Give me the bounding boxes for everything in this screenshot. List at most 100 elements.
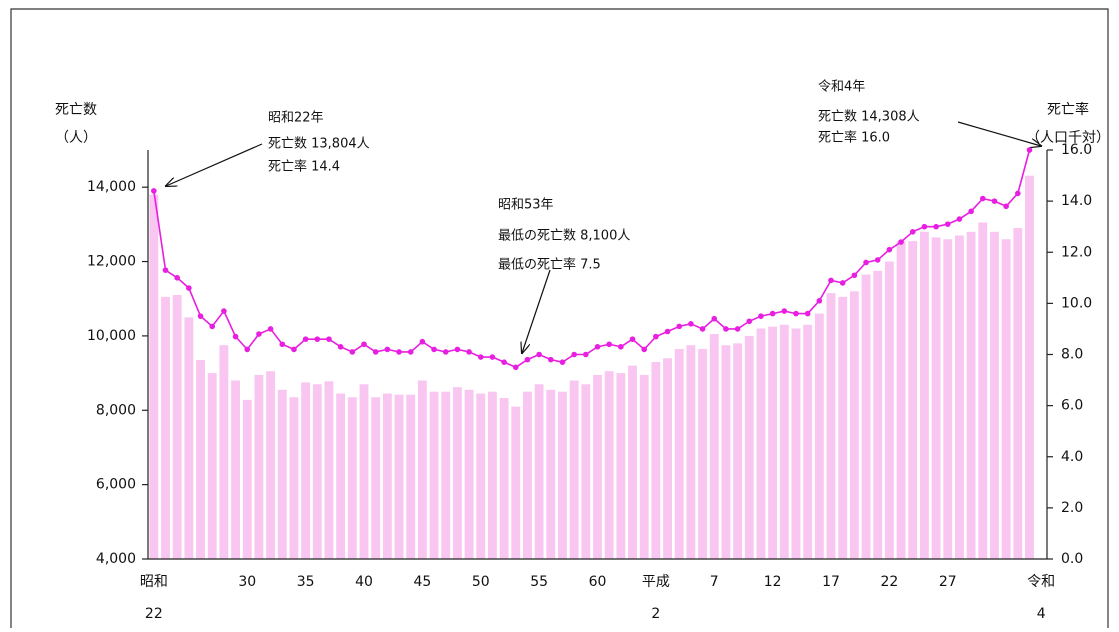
rate-point [734,326,741,332]
y2-tick-label: 14.0 [1061,193,1092,209]
rate-point [361,341,367,348]
y2-tick-label: 6.0 [1061,398,1083,414]
rate-point [711,315,718,322]
bar [523,391,532,559]
rate-point [396,349,402,355]
bar [639,374,649,559]
bar [184,317,194,559]
rate-point [256,331,262,337]
bar [628,365,637,559]
y2-label: （人口千対） [1026,130,1110,146]
rate-point [664,328,671,335]
x-tick-label: 40 [355,574,373,590]
bar [347,397,357,559]
bar [196,360,205,559]
rate-point [279,341,286,348]
annotation: 最低の死亡率 7.5 [498,257,601,273]
rate-point [431,346,437,353]
y-tick-label: 14,000 [87,179,136,195]
y-label: （人） [55,130,97,146]
bar [394,394,404,559]
rate-point [501,359,507,365]
bar [499,398,509,559]
rate-point [863,259,869,266]
bar [908,241,918,559]
rate-point [699,326,706,332]
rate-point [209,323,216,330]
rate-point [314,336,321,342]
y2-tick-label: 10.0 [1061,295,1092,311]
rate-point [291,346,297,353]
bar [254,374,264,559]
rate-point [629,336,636,342]
rate-point [466,349,472,355]
bar [231,380,241,559]
x-tick-label: 27 [939,574,957,590]
bar [931,237,941,560]
bar [382,393,392,559]
arrow [522,269,551,353]
bar [569,380,579,559]
rate-point [489,354,496,360]
rate-point [653,333,659,340]
rate-point [898,239,904,245]
rate-point [758,313,764,319]
y-tick-label: 8,000 [96,402,136,418]
x-tick-label: 平成 2 [642,574,670,622]
bar [558,391,567,559]
rate-point [933,223,939,230]
x-tick-label: 35 [297,574,315,590]
y2-tick-label: 0.0 [1061,551,1083,567]
bar [1001,239,1011,559]
arrow [166,143,263,186]
bar [873,270,883,559]
rate-point [991,198,998,204]
bar [301,382,311,559]
rate-point [477,354,484,360]
rate-point [221,308,227,314]
rate-point [583,351,589,358]
bar [324,381,334,559]
rate-point [874,257,881,263]
bar [289,397,299,559]
rate-point [267,326,274,332]
rate-point [618,344,624,350]
rate-point [1026,147,1033,153]
y-tick-label: 12,000 [87,254,136,270]
rate-point [151,188,157,194]
rate-point [594,344,601,350]
y-tick-label: 6,000 [96,477,136,493]
arrow [957,121,1041,146]
rate-point [337,344,344,350]
bar [954,235,964,559]
rate-point [174,275,180,281]
rate-point [407,349,414,355]
bar [744,335,754,559]
bar [487,391,497,559]
bar [207,373,217,559]
rate-line [153,149,1031,369]
y-label: 死亡数 [55,102,97,118]
rate-point [547,356,554,363]
y2-tick-label: 12.0 [1061,244,1092,260]
bar [861,274,871,559]
bar [721,345,731,559]
rate-point [781,308,788,314]
bar [768,326,778,559]
bar [978,222,988,559]
bar [441,391,451,559]
bar [1013,228,1023,559]
x-tick-label: 12 [764,574,782,590]
y2-tick-label: 16.0 [1061,142,1092,158]
bar [616,373,626,559]
annotation: 死亡率 16.0 [818,130,890,146]
bar [429,391,439,559]
bar [803,324,813,559]
x-tick-label: 昭和 22 [140,574,168,622]
x-tick-label: 60 [589,574,607,590]
annotation: 昭和22年 [268,111,324,126]
bar [943,239,953,559]
bar [733,343,743,559]
bar [546,389,556,559]
